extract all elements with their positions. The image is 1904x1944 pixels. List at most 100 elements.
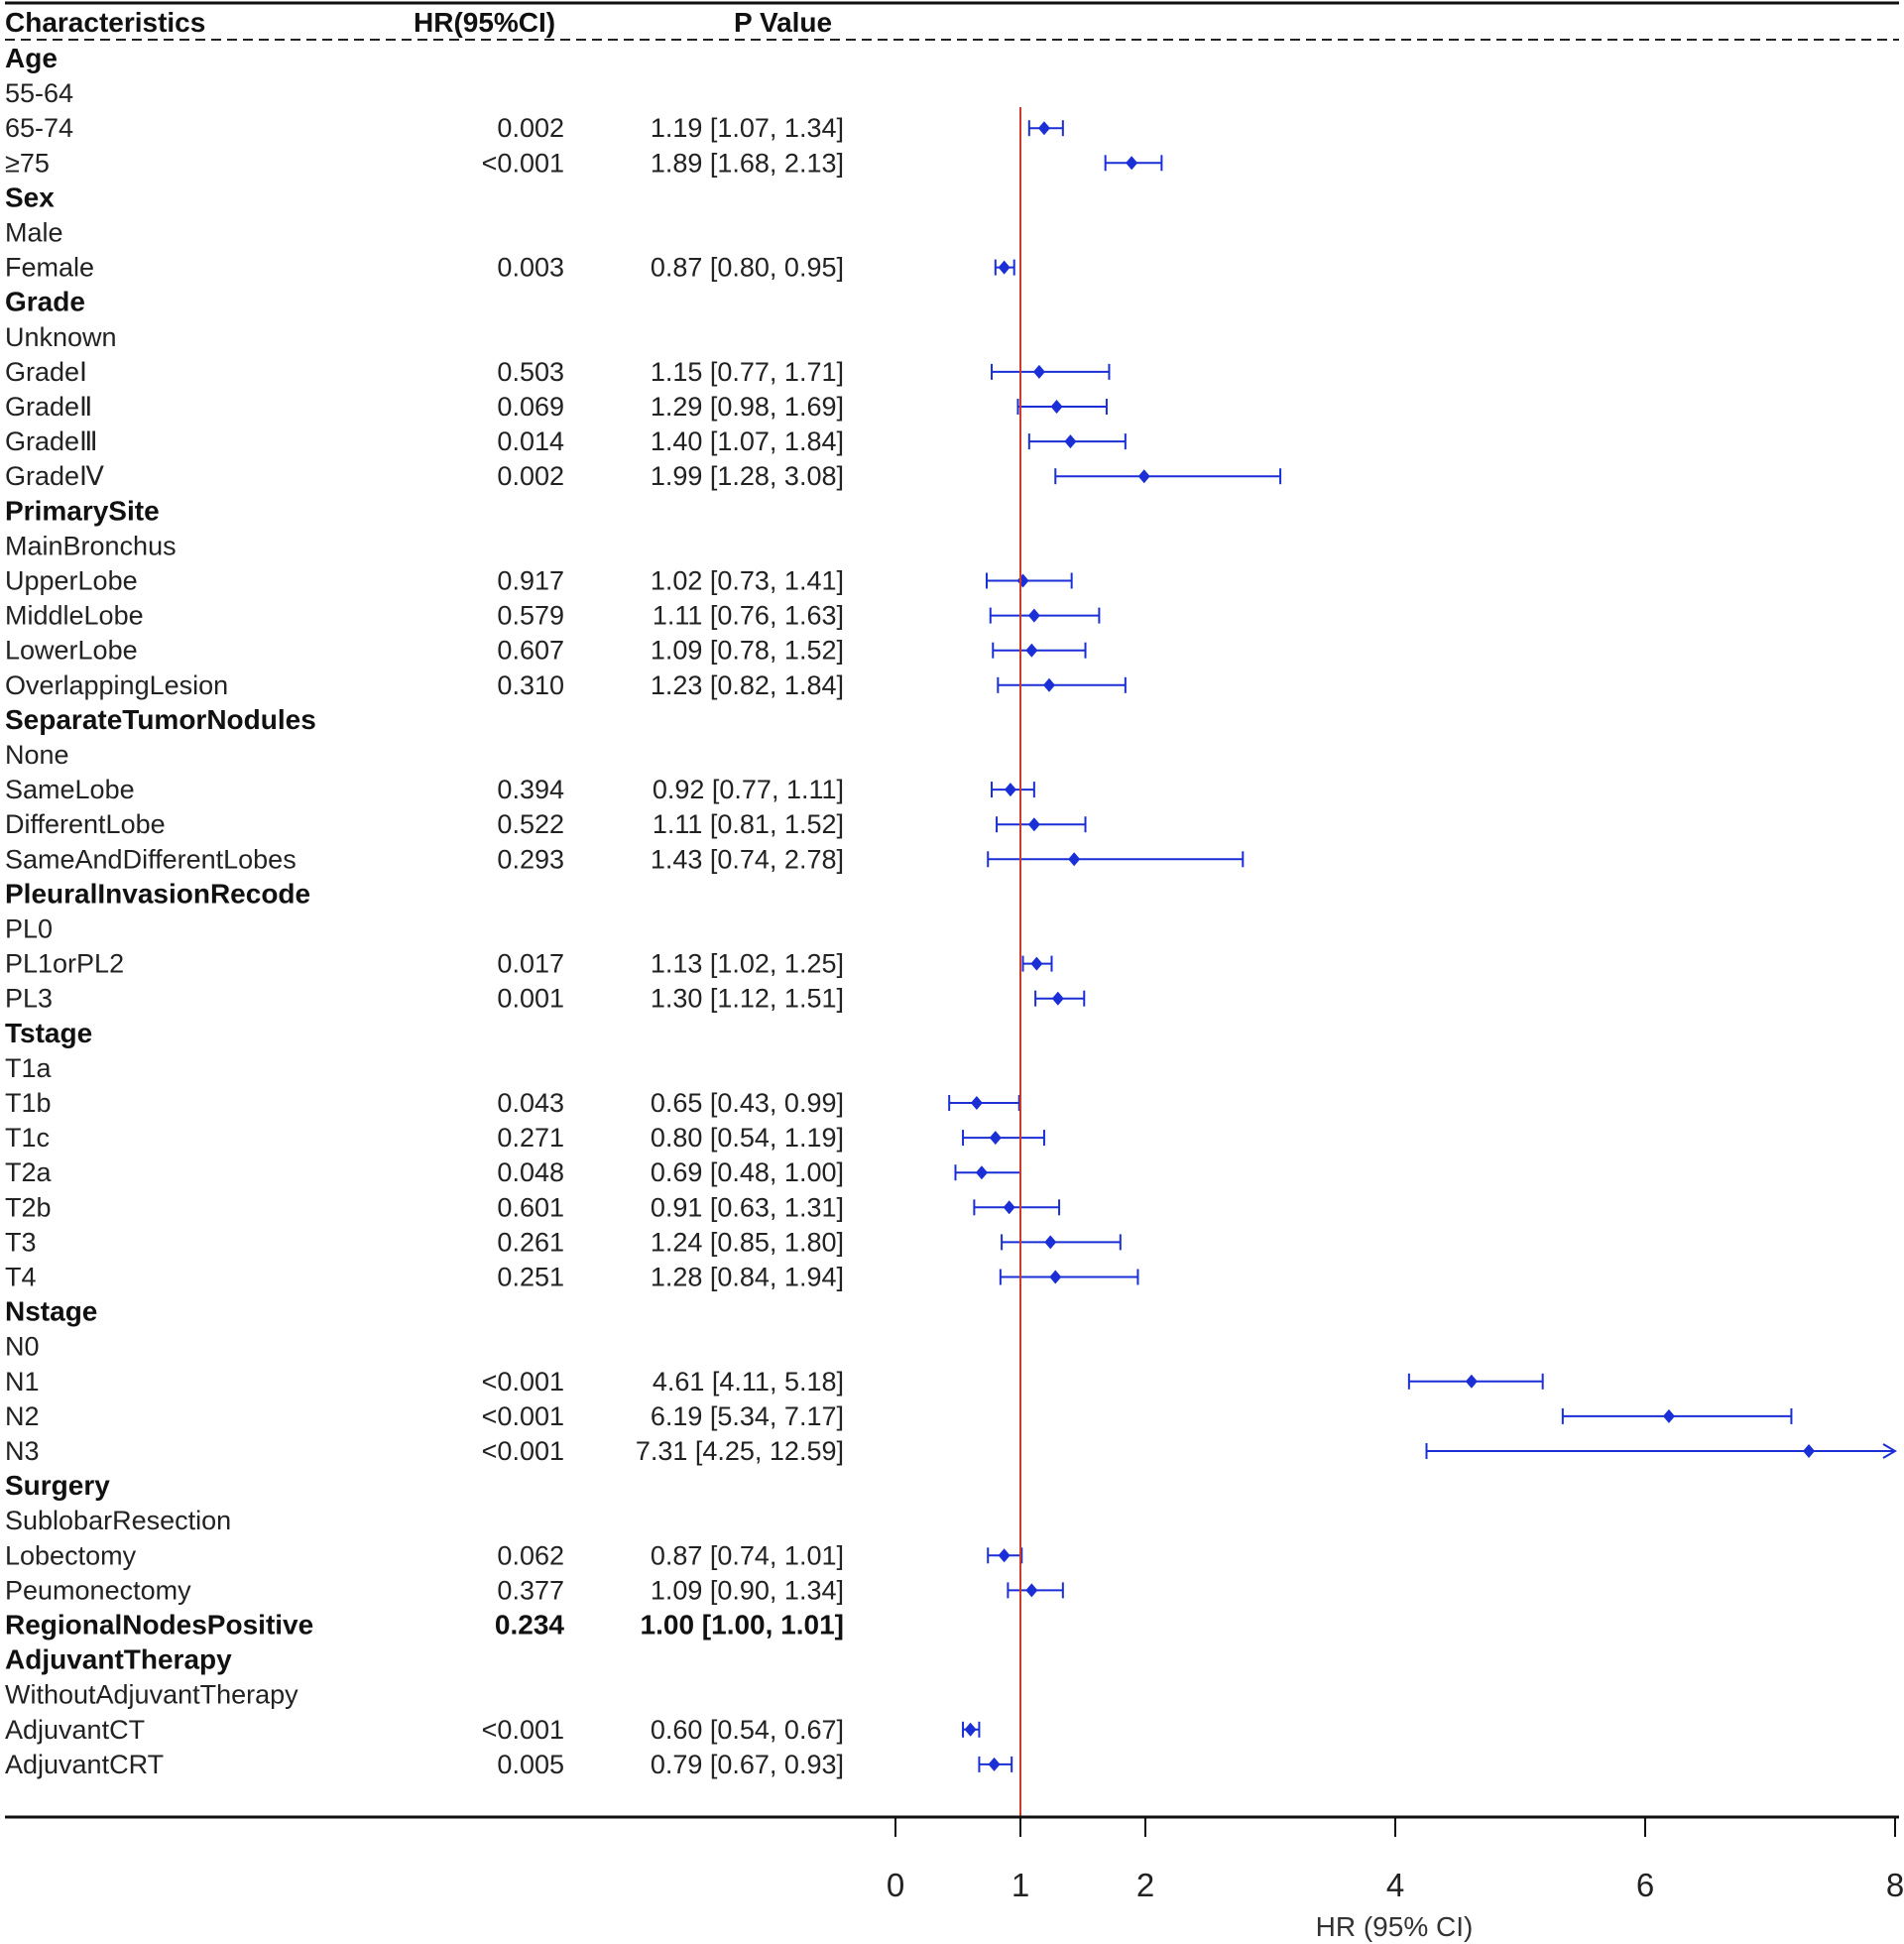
hr-point — [1016, 573, 1029, 588]
x-tick-label: 4 — [1386, 1867, 1404, 1903]
row-label: ≥75 — [5, 148, 50, 178]
p-value: 0.043 — [497, 1088, 564, 1118]
p-value: 0.069 — [497, 392, 564, 422]
row-label: None — [5, 740, 69, 770]
hr-point — [1662, 1408, 1675, 1423]
hr-point — [1042, 677, 1055, 692]
hr-point — [1465, 1374, 1478, 1389]
hr-point — [1025, 643, 1038, 658]
row-label: AdjuvantCRT — [5, 1750, 164, 1779]
hr-ci-text: 1.40 [1.07, 1.84] — [651, 426, 844, 456]
group-label: Surgery — [5, 1470, 110, 1501]
hr-ci-text: 1.24 [0.85, 1.80] — [651, 1227, 844, 1257]
p-value: 0.001 — [497, 984, 564, 1014]
p-value: <0.001 — [482, 1367, 564, 1397]
p-value: 0.005 — [497, 1750, 564, 1779]
row-label: T1c — [5, 1123, 50, 1153]
group-label: SeparateTumorNodules — [5, 704, 316, 735]
row-label: PL1orPL2 — [5, 949, 124, 979]
group-label: Grade — [5, 287, 85, 317]
p-value: <0.001 — [482, 148, 564, 178]
hr-ci-text: 1.29 [0.98, 1.69] — [651, 392, 844, 422]
row-label: LowerLobe — [5, 636, 138, 666]
hr-ci-text: 1.09 [0.90, 1.34] — [651, 1575, 844, 1605]
hr-ci-text: 7.31 [4.25, 12.59] — [636, 1436, 844, 1466]
hr-ci-text: 0.80 [0.54, 1.19] — [651, 1123, 844, 1153]
row-label: N1 — [5, 1367, 40, 1397]
row-label: T1a — [5, 1053, 53, 1083]
x-tick-label: 0 — [887, 1867, 904, 1903]
p-value: 0.251 — [497, 1263, 564, 1292]
hr-ci-text: 1.09 [0.78, 1.52] — [651, 636, 844, 666]
p-value: 0.601 — [497, 1192, 564, 1222]
row-label: PL0 — [5, 914, 53, 944]
row-label: 55-64 — [5, 78, 73, 108]
p-value: 0.579 — [497, 601, 564, 631]
hr-point — [964, 1722, 977, 1737]
p-value: 0.310 — [497, 670, 564, 700]
header-p-value: P Value — [734, 7, 832, 38]
group-label: Sex — [5, 182, 55, 212]
x-tick-label: 2 — [1136, 1867, 1154, 1903]
row-label: SameLobe — [5, 775, 135, 804]
row-label: OverlappingLesion — [5, 670, 228, 700]
row-label: Lobectomy — [5, 1540, 137, 1570]
hr-ci-text: 0.60 [0.54, 0.67] — [651, 1715, 844, 1745]
hr-point — [1126, 156, 1138, 171]
p-value: 0.917 — [497, 566, 564, 596]
hr-point — [975, 1165, 988, 1180]
hr-ci-text: 1.89 [1.68, 2.13] — [651, 148, 844, 178]
p-value: 0.522 — [497, 809, 564, 839]
hr-ci-text: 1.43 [0.74, 2.78] — [651, 844, 844, 874]
hr-ci-text: 0.91 [0.63, 1.31] — [651, 1192, 844, 1222]
hr-point — [1004, 783, 1016, 797]
hr-point — [1025, 1583, 1038, 1598]
p-value: 0.607 — [497, 636, 564, 666]
hr-ci-text: 1.02 [0.73, 1.41] — [651, 566, 844, 596]
hr-ci-text: 0.87 [0.80, 0.95] — [651, 253, 844, 283]
p-value: <0.001 — [482, 1401, 564, 1431]
p-value: 0.394 — [497, 775, 564, 804]
row-label: RegionalNodesPositive — [5, 1610, 313, 1640]
p-value: 0.062 — [497, 1540, 564, 1570]
hr-point — [988, 1757, 1001, 1771]
row-label: UpperLobe — [5, 566, 138, 596]
group-label: PleuralInvasionRecode — [5, 878, 310, 909]
p-value: 0.261 — [497, 1227, 564, 1257]
hr-ci-text: 0.69 [0.48, 1.00] — [651, 1157, 844, 1187]
p-value: 0.002 — [497, 113, 564, 143]
row-label: GradeⅠ — [5, 357, 87, 387]
hr-point — [1032, 364, 1045, 379]
row-label: T4 — [5, 1263, 37, 1292]
row-label: GradeⅣ — [5, 461, 104, 491]
hr-point — [1137, 469, 1150, 484]
hr-point — [1050, 400, 1063, 414]
row-label: Unknown — [5, 322, 117, 352]
x-tick-label: 1 — [1012, 1867, 1029, 1903]
plot-marks — [948, 120, 1897, 1772]
hr-point — [1027, 608, 1040, 623]
row-label: SameAndDifferentLobes — [5, 844, 297, 874]
hr-ci-text: 1.11 [0.76, 1.63] — [653, 601, 844, 631]
p-value: 0.377 — [497, 1575, 564, 1605]
hr-point — [998, 260, 1011, 275]
p-value: 0.048 — [497, 1157, 564, 1187]
p-value: 0.293 — [497, 844, 564, 874]
hr-ci-text: 4.61 [4.11, 5.18] — [653, 1367, 844, 1397]
hr-ci-text: 1.00 [1.00, 1.01] — [641, 1610, 844, 1640]
row-label: Female — [5, 253, 94, 283]
hr-ci-text: 0.65 [0.43, 0.99] — [651, 1088, 844, 1118]
row-label: Peumonectomy — [5, 1575, 191, 1605]
row-label: DifferentLobe — [5, 809, 166, 839]
p-value: 0.271 — [497, 1123, 564, 1153]
p-value: 0.014 — [497, 426, 564, 456]
row-label: N0 — [5, 1332, 40, 1362]
x-tick-label: 6 — [1636, 1867, 1654, 1903]
row-label: GradeⅢ — [5, 426, 98, 456]
p-value: <0.001 — [482, 1436, 564, 1466]
row-label: T3 — [5, 1227, 37, 1257]
p-value: 0.234 — [495, 1610, 564, 1640]
row-label: 65-74 — [5, 113, 73, 143]
p-value: 0.003 — [497, 253, 564, 283]
x-tick-label: 8 — [1886, 1867, 1904, 1903]
